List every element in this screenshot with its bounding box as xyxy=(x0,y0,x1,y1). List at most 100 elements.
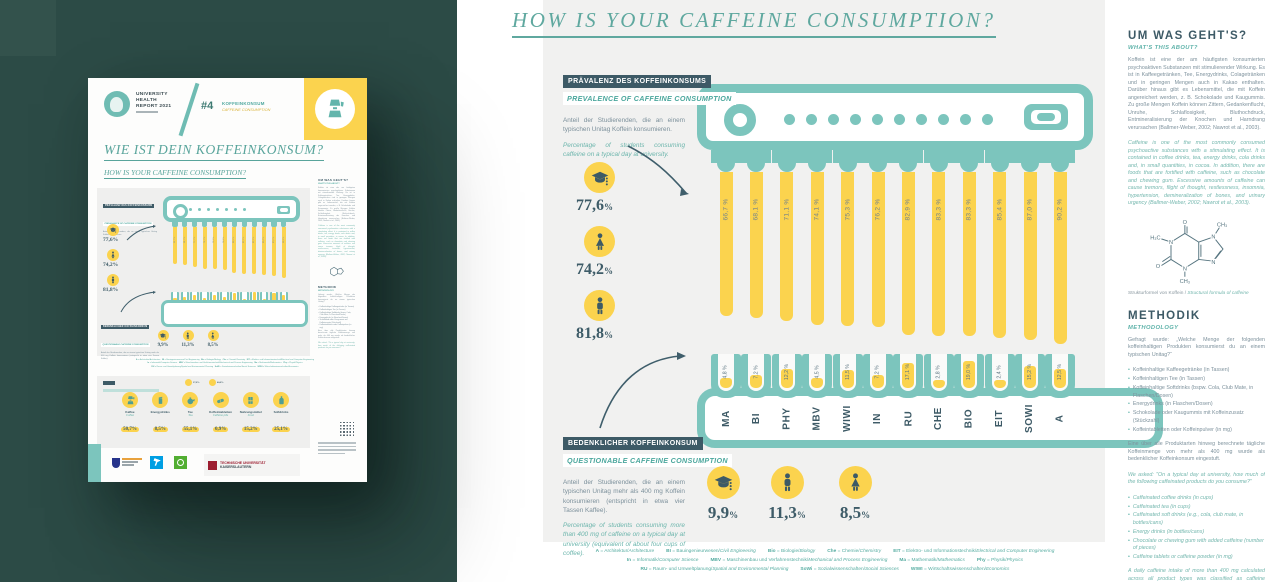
bullet-dot: • xyxy=(318,309,319,311)
shield-logo xyxy=(112,458,120,468)
faculty-cup-inner: 4,8 % xyxy=(718,354,734,391)
caffeine-molecule-icon xyxy=(329,266,344,276)
man-icon xyxy=(111,276,115,284)
bullet-item: • Energy drinks (in bottles/cans) xyxy=(1128,529,1265,536)
bullet-text: Caffeinated coffee drinks (in cups) xyxy=(1132,494,1214,501)
energy-can-icon xyxy=(152,392,169,408)
faculty-cup-fill xyxy=(242,298,246,301)
methodik-subtitle: METHODOLOGY xyxy=(1128,324,1179,331)
machine-nozzle xyxy=(231,220,237,227)
drip-bar: 74,1 % xyxy=(202,227,207,269)
faculty-cup-inner: 12,5 % xyxy=(1052,354,1069,391)
product-item: Nahrungsmittel Food 15,2% xyxy=(236,392,266,435)
faculty-label-text: BI xyxy=(750,412,762,424)
faculty-cup-fill xyxy=(1054,368,1067,388)
moka-pot-icon xyxy=(127,395,135,404)
chocolate-icon xyxy=(242,392,259,408)
shield-logo-text xyxy=(122,458,142,467)
machine-nozzle-tip xyxy=(990,157,1009,172)
bar-value-text: 74,1 % xyxy=(813,197,821,221)
about-text-en: Caffeine is one of the most commonly con… xyxy=(1128,140,1265,207)
bullet-dot: • xyxy=(318,324,319,327)
faculty-cup: 7,2 % xyxy=(863,354,893,398)
faculty-cup: 4,8 % xyxy=(711,354,741,398)
machine-nozzle xyxy=(192,220,198,227)
drip-bar: 71,1 % xyxy=(192,227,197,267)
bar-value-label: 83,3 % xyxy=(932,180,945,238)
machine-dot-icon xyxy=(216,208,219,211)
bar-value-label: 83,3 % xyxy=(963,180,976,238)
stat-icon-circle xyxy=(107,224,119,236)
bullet-item: • Chocolate or chewing gum with added caf… xyxy=(1128,538,1265,553)
stat-icon-circle xyxy=(770,466,804,499)
diagonal-divider xyxy=(178,82,199,137)
bullet-dot: • xyxy=(1128,528,1130,535)
machine-dot-icon xyxy=(960,114,971,125)
pill-icon xyxy=(212,392,229,408)
machine-nozzle-tip xyxy=(929,157,948,172)
faculty-cup-inner xyxy=(241,292,247,302)
faculty-cup-inner xyxy=(202,292,208,302)
faculty-label-text: BIO xyxy=(963,408,975,428)
cup-value-text: 2,4 % xyxy=(996,365,1003,379)
machine-nozzle-tip xyxy=(777,157,796,172)
bullet-item: • Koffeinhaltigen Tee (in Tassen) xyxy=(318,309,355,312)
machine-dot-icon xyxy=(806,114,817,125)
bullet-text: Caffeinated soft drinks (e.g., cola, clu… xyxy=(1132,512,1244,526)
machine-dot-icon xyxy=(784,114,795,125)
thumb-methodik-intro-en: We asked: "On a typical day at universit… xyxy=(318,342,355,350)
drip-bar: 68,1 % xyxy=(749,172,763,318)
cup-value-label: 7,2 % xyxy=(870,356,886,388)
faculty-label-text: CHE xyxy=(933,406,945,430)
machine-nozzle xyxy=(221,220,228,227)
faculty-cup-fill xyxy=(811,377,824,388)
machine-nozzle xyxy=(261,220,267,227)
cup-value-label: 12,5 % xyxy=(1052,356,1068,388)
cup-value-text: 12,5 % xyxy=(1057,363,1064,381)
machine-nozzle xyxy=(182,220,188,227)
stat-value: 8,5% xyxy=(839,503,871,522)
machine-nozzle-tip xyxy=(1051,157,1070,172)
legend-item: MBV = Maschinenbau und Verfahrenstechnik… xyxy=(710,558,888,564)
man-icon xyxy=(596,296,603,314)
faculty-label-text: WIWI xyxy=(842,404,854,432)
product-label-en: Tea xyxy=(188,414,193,417)
faculty-cup-fill xyxy=(222,296,227,301)
legend-item: A = Architektur/Architecture xyxy=(595,549,655,554)
bar-value-text: 83,3 % xyxy=(965,197,973,221)
machine-dot-icon xyxy=(850,114,861,125)
cup-value-label: 17,1 % xyxy=(900,356,916,388)
drip-bar: 83,3 % xyxy=(932,172,946,336)
stat-value: 81,8% xyxy=(576,325,613,342)
product-label-de: Nahrungsmittel xyxy=(239,410,262,414)
person-icon xyxy=(185,379,192,386)
students-icon xyxy=(591,171,608,185)
bullet-text: Energydrinks (in Flaschen/Dosen) xyxy=(319,316,349,319)
faculty-cup: 19,0 % xyxy=(954,354,985,398)
drip-bar: 82,9 % xyxy=(232,227,237,274)
drip-bar: 83,3 % xyxy=(252,227,257,274)
product-item: Tee Tea 55,1% xyxy=(175,392,205,435)
bullet-dot: • xyxy=(1128,503,1130,510)
machine-nozzle-tip xyxy=(869,157,887,172)
caffeine-molecule: N N N N O O H₃C CH₃ CH₃ xyxy=(1149,219,1228,286)
thumb-coffee-machine xyxy=(163,196,300,222)
prevalence-stat: 74,2% xyxy=(576,226,666,279)
faculty-cup: 12,5 % xyxy=(1045,354,1076,398)
questionable-badge: BEDENKLICHER KOFFEINKONSUM xyxy=(563,437,703,450)
thumb-content-panel: PRÄVALENZ DES KOFFEINKONSUMS PREVALENCE … xyxy=(97,188,310,360)
faculty-label-text: MA xyxy=(720,409,732,427)
thumb-about-en: Caffeine is one of the most commonly con… xyxy=(318,225,355,259)
legend-item: Che = Chemie/Chemistry xyxy=(827,549,882,554)
bullet-text: Koffeintabletten oder Koffeinpulver (in … xyxy=(1132,426,1232,433)
machine-dot-icon xyxy=(872,114,883,125)
thumb-products-panel: 27,6% 40,6% Kaffee Coffee 50,7% Energydrinks… xyxy=(97,376,310,448)
faculty-cup-fill xyxy=(252,291,256,301)
backdrop-corner-square xyxy=(0,0,56,56)
bar-value-label: 68,1 % xyxy=(750,180,763,238)
faculty-cup: 12,2 % xyxy=(771,354,802,398)
questionable-subtitle: QUESTIONABLE CAFFEINE CONSUMPTION xyxy=(563,454,732,467)
faculty-cup-inner: 19,0 % xyxy=(961,354,978,391)
faculty-cup-fill xyxy=(750,374,763,388)
info-sidebar: UM WAS GEHT'S? WHAT'S THIS ABOUT? Koffei… xyxy=(1128,30,1265,582)
